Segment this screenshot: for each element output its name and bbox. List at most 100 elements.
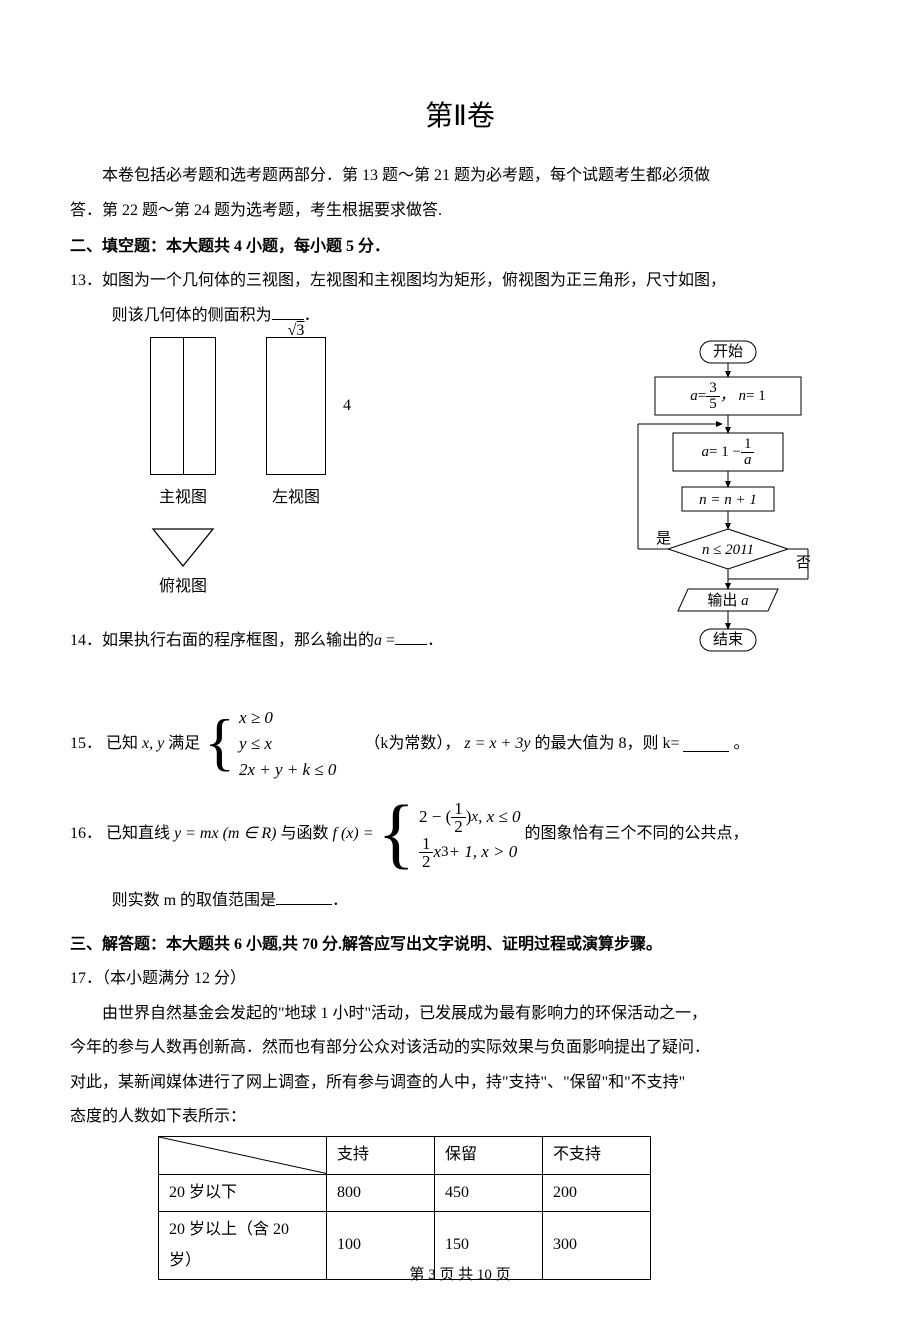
q16-p1a: 2 − ( bbox=[419, 801, 451, 833]
q16-p1d: 2 bbox=[451, 818, 466, 835]
front-view-block: 主视图 俯视图 bbox=[148, 337, 218, 602]
q16-line2: 则实数 m 的取值范围是 ． bbox=[112, 886, 850, 916]
q16-num: 16． bbox=[70, 819, 102, 849]
fc-s2-den: a bbox=[741, 453, 755, 468]
fc-step3: n = n + 1 bbox=[699, 492, 757, 508]
q14-dot: ． bbox=[427, 632, 443, 649]
footer-a: 第 bbox=[409, 1267, 428, 1283]
q16-tail: 的图象恰有三个不同的公共点， bbox=[524, 819, 748, 849]
r1c0: 20 岁以下 bbox=[159, 1174, 327, 1211]
footer-tot: 10 bbox=[477, 1267, 492, 1283]
fc-out-pre: 输出 bbox=[707, 592, 741, 609]
q13-dot: ． bbox=[304, 307, 320, 324]
top-view-label: 俯视图 bbox=[148, 572, 218, 602]
fc-no: 否 bbox=[796, 555, 811, 571]
fc-s2-a: a bbox=[702, 438, 710, 467]
fc-s2-num: 1 bbox=[741, 437, 755, 453]
q13-text2: 则该几何体的侧面积为 bbox=[112, 307, 272, 324]
q13-text: 如图为一个几何体的三视图，左视图和主视图均为矩形，俯视图为正三角形，尺寸如图， bbox=[102, 272, 726, 289]
q16-dot: ． bbox=[332, 892, 348, 909]
q17-num: 17． bbox=[70, 970, 102, 987]
q15-xy: x, y bbox=[142, 729, 164, 759]
left-view-label: 左视图 bbox=[266, 483, 326, 513]
section-3-header: 三、解答题：本大题共 6 小题,共 70 分.解答应写出文字说明、证明过程或演算… bbox=[70, 930, 850, 960]
q17-p2: 今年的参与人数再创新高．然而也有部分公众对该活动的实际效果与负面影响提出了疑问． bbox=[70, 1033, 850, 1063]
q17-sub: （本小题满分 12 分） bbox=[102, 970, 246, 987]
sqrt-sign: √ bbox=[288, 322, 297, 339]
q15-system: { x ≥ 0 y ≤ x 2x + y + k ≤ 0 bbox=[204, 705, 336, 784]
q16-p1exp: x bbox=[471, 803, 478, 832]
q14-blank bbox=[395, 629, 427, 645]
flowchart-svg: 开始 a = 35 ， n = 1 a = 1 − bbox=[610, 337, 840, 662]
q16: 16． 已知直线 y = mx (m ∈ R) 与函数 f (x) = { 2 … bbox=[70, 798, 850, 872]
q16-p2n: 1 bbox=[419, 835, 434, 853]
height-4-label: 4 bbox=[343, 391, 351, 421]
q17-p1: 由世界自然基金会发起的"地球 1 小时"活动，已发展成为最有影响力的环保活动之一… bbox=[70, 999, 850, 1029]
footer-pg: 3 bbox=[428, 1267, 436, 1283]
q17-p4: 态度的人数如下表所示： bbox=[70, 1102, 850, 1132]
q16-line2a: 则实数 m 的取值范围是 bbox=[112, 892, 276, 909]
intro-line-1: 本卷包括必考题和选考题两部分．第 13 题～第 21 题为必考题，每个试题考生都… bbox=[70, 161, 850, 191]
q17-header: 17．（本小题满分 12 分） bbox=[70, 964, 850, 994]
front-view-rect bbox=[150, 337, 216, 475]
q17-p3: 对此，某新闻媒体进行了网上调查，所有参与调查的人中，持"支持"、"保留"和"不支… bbox=[70, 1068, 850, 1098]
q15-kparen: （k为常数）， bbox=[364, 729, 460, 759]
three-views: 主视图 俯视图 √3 4 左视图 bbox=[70, 337, 326, 602]
svg-text:输出 a: 输出 a bbox=[707, 592, 748, 609]
q15-z: z = x + 3y bbox=[464, 729, 530, 759]
q13-line1: 13．如图为一个几何体的三视图，左视图和主视图均为矩形，俯视图为正三角形，尺寸如… bbox=[70, 266, 850, 296]
q14-textb: = bbox=[382, 632, 395, 649]
sqrt-radicand: 3 bbox=[296, 321, 304, 339]
r1c3: 200 bbox=[543, 1174, 651, 1211]
left-view-rect: √3 4 bbox=[266, 337, 326, 475]
q13-num: 13． bbox=[70, 272, 102, 289]
section-2-header: 二、填空题：本大题共 4 小题，每小题 5 分． bbox=[70, 232, 850, 262]
fc-s1-a: a bbox=[690, 382, 698, 411]
q16-p2pow: 3 bbox=[441, 838, 449, 867]
q15-num: 15． bbox=[70, 729, 102, 759]
q16-p2d: 2 bbox=[419, 853, 434, 870]
q14-num: 14． bbox=[70, 632, 102, 649]
page-footer: 第 3 页 共 10 页 bbox=[0, 1261, 920, 1290]
q16-line-eq: y = mx (m ∈ R) bbox=[174, 819, 276, 849]
fc-s1-eq: = bbox=[698, 382, 706, 411]
fc-s1-num: 3 bbox=[706, 381, 720, 397]
q15-pre: 已知 bbox=[106, 729, 138, 759]
footer-b: 页 共 bbox=[436, 1267, 477, 1283]
q15-dot: 。 bbox=[733, 729, 749, 759]
r1c2: 450 bbox=[435, 1174, 543, 1211]
fc-cond: n ≤ 2011 bbox=[702, 542, 754, 558]
table-header-row: 支持 保留 不支持 bbox=[159, 1137, 651, 1174]
q13-line2: 则该几何体的侧面积为 ． bbox=[112, 301, 850, 331]
fc-out-var: a bbox=[741, 593, 749, 609]
q16-blank bbox=[276, 889, 332, 905]
table-corner bbox=[159, 1137, 327, 1174]
q13-figures-row: 主视图 俯视图 √3 4 左视图 bbox=[70, 337, 850, 662]
section-title: 第Ⅱ卷 bbox=[70, 90, 850, 143]
q14-a: a bbox=[374, 632, 382, 649]
flowchart: 开始 a = 35 ， n = 1 a = 1 − bbox=[610, 337, 840, 662]
fc-yes: 是 bbox=[656, 531, 671, 547]
fc-start: 开始 bbox=[713, 343, 743, 360]
r1c1: 800 bbox=[327, 1174, 435, 1211]
fc-s1-n: ， n bbox=[720, 382, 746, 411]
th-reserve: 保留 bbox=[435, 1137, 543, 1174]
q14-texta: 如果执行右面的程序框图，那么输出的 bbox=[102, 632, 374, 649]
fc-end: 结束 bbox=[713, 631, 743, 648]
q15: 15． 已知 x, y 满足 { x ≥ 0 y ≤ x 2x + y + k … bbox=[70, 705, 850, 784]
q16-fx: f (x) = bbox=[333, 819, 374, 849]
front-view-label: 主视图 bbox=[148, 483, 218, 513]
sqrt3-label: √3 bbox=[288, 316, 305, 346]
q15-mid: 满足 bbox=[168, 729, 200, 759]
th-nosupport: 不支持 bbox=[543, 1137, 651, 1174]
q15-l2: y ≤ x bbox=[239, 731, 336, 757]
q16-pre: 已知直线 bbox=[106, 819, 170, 849]
q15-tail: 的最大值为 8，则 k= bbox=[534, 729, 679, 759]
fc-s1-neq: = 1 bbox=[746, 382, 766, 411]
q16-p2x: x bbox=[433, 836, 441, 868]
fc-s2-eq: = 1 − bbox=[709, 438, 741, 467]
q15-blank bbox=[683, 736, 729, 752]
q16-piecewise: { 2 − ( 12 )x , x ≤ 0 12 x3 + 1, x > 0 bbox=[378, 798, 521, 872]
intro-line-2: 答．第 22 题～第 24 题为选考题，考生根据要求做答. bbox=[70, 196, 850, 226]
q16-mid: 与函数 bbox=[281, 819, 329, 849]
